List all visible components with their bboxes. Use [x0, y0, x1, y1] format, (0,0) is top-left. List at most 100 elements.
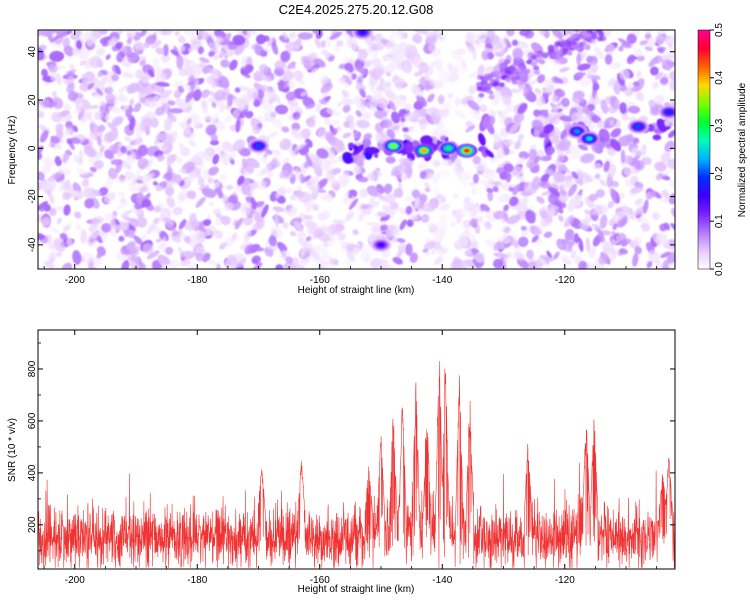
spectrogram-cell: [609, 77, 616, 88]
spectrogram-cell: [407, 214, 419, 221]
spectrogram-cell: [41, 217, 51, 227]
spectrogram-cell: [56, 30, 67, 39]
spectrogram-cell: [343, 259, 355, 266]
spectrogram-cell: [509, 88, 522, 93]
spectrogram-cell: [216, 35, 224, 44]
chart-title: C2E4.2025.275.20.12.G08: [279, 2, 434, 17]
spectrogram-cell: [206, 76, 213, 85]
spectrogram-cell: [312, 157, 322, 172]
spectrogram-cell: [386, 128, 396, 139]
spectrogram-cell: [667, 245, 675, 254]
spectrogram-cell: [621, 113, 629, 121]
spectrogram-cell: [413, 30, 429, 35]
spectrogram-cell: [358, 211, 366, 221]
spectrogram-cell: [175, 157, 183, 164]
spectrogram-cell: [206, 260, 218, 266]
spectrogram-cell: [144, 97, 157, 108]
spectrogram-cell: [120, 145, 127, 154]
spectrogram-cell: [498, 82, 505, 88]
spectrogram-cell: [317, 127, 327, 140]
spectrogram-cell: [646, 190, 656, 200]
spectrogram-cell: [328, 257, 336, 266]
spectrogram-cell: [516, 258, 530, 269]
spectrogram-cell: [174, 174, 182, 185]
spectrogram-cell: [49, 50, 65, 62]
spectrogram-cell: [62, 37, 71, 47]
spectrogram-cell: [225, 152, 237, 161]
spectrogram-cell: [235, 118, 241, 133]
spectrogram-cell: [97, 71, 104, 78]
spectrogram-cell: [50, 72, 60, 82]
spectrogram-cell: [553, 77, 564, 84]
spectrogram-cell: [487, 169, 497, 176]
spectrogram-cell: [271, 149, 282, 156]
spectrogram-cell: [222, 141, 236, 152]
spectrogram-cell: [640, 223, 651, 232]
spectrogram-cell: [636, 55, 645, 62]
spectrogram-cell: [394, 94, 407, 107]
spectrogram-cell: [385, 230, 393, 238]
spectrogram-cell: [278, 80, 285, 92]
spectrogram-cell: [127, 232, 136, 239]
spectrogram-cell: [137, 157, 149, 169]
spectrogram-cell: [623, 166, 634, 177]
spectrogram-y-tick-label: -20: [27, 189, 38, 204]
spectrogram-cell: [604, 43, 616, 56]
spectrogram-cell: [353, 165, 362, 175]
spectrogram-cell: [539, 30, 547, 36]
spectrogram-cell: [206, 225, 217, 237]
spectrogram-cell: [123, 154, 134, 163]
spectrogram-cell: [433, 186, 440, 196]
spectrogram-cell: [342, 74, 352, 85]
spectrogram-cell: [405, 243, 413, 256]
spectrogram-cell: [519, 30, 531, 37]
spectrogram-cell: [197, 175, 205, 187]
spectrogram-hotspot: [248, 138, 269, 153]
spectrogram-cell: [271, 117, 284, 129]
spectrogram-cell: [164, 172, 173, 181]
spectrogram-cell: [51, 37, 63, 48]
spectrogram-cell: [373, 152, 379, 158]
spectrogram-cell: [241, 203, 252, 216]
spectrogram-cell: [494, 51, 504, 58]
spectrogram-cell: [439, 127, 449, 138]
spectrogram-cell: [107, 38, 117, 47]
spectrogram-cell: [433, 30, 443, 40]
spectrogram-cell: [320, 82, 333, 94]
spectrogram-cell: [509, 66, 516, 72]
spectrogram-cell: [587, 69, 597, 76]
spectrogram-cell: [518, 181, 526, 192]
spectrogram-cell: [588, 193, 599, 202]
spectrogram-cell: [202, 107, 209, 114]
spectrogram-cell: [602, 241, 614, 252]
spectrogram-cell: [586, 103, 596, 112]
spectrogram-cell: [577, 237, 584, 252]
spectrogram-cell: [390, 43, 405, 53]
spectrogram-cell: [293, 70, 304, 81]
spectrogram-cell: [362, 138, 372, 148]
spectrogram-cell: [185, 90, 195, 103]
spectrogram-cell: [160, 52, 171, 63]
spectrogram-cell: [229, 59, 238, 71]
spectrogram-cell: [572, 195, 583, 208]
spectrogram-cell: [352, 144, 359, 152]
spectrogram-cell: [79, 82, 89, 92]
spectrogram-cell: [288, 32, 297, 40]
spectrogram-cell: [556, 50, 563, 56]
colorbar-gradient: [697, 29, 711, 270]
spectrogram-cell: [598, 253, 608, 265]
spectrogram-cell: [267, 36, 276, 47]
spectrogram-cell: [109, 144, 120, 152]
spectrogram-cell: [482, 115, 496, 128]
spectrogram-cell: [372, 89, 382, 100]
spectrogram-cell: [257, 115, 265, 122]
spectrogram-hotspot: [627, 119, 649, 134]
spectrogram-cell: [72, 125, 79, 133]
snr-x-tick-label: -140: [432, 575, 452, 586]
snr-y-ticks: 200 400 600 800: [27, 342, 675, 552]
spectrogram-cell: [609, 248, 618, 262]
spectrogram-cell: [419, 124, 427, 131]
spectrogram-cell: [138, 88, 152, 98]
spectrogram-x-label: Height of straight line (km): [298, 285, 415, 296]
spectrogram-cell: [389, 30, 397, 38]
